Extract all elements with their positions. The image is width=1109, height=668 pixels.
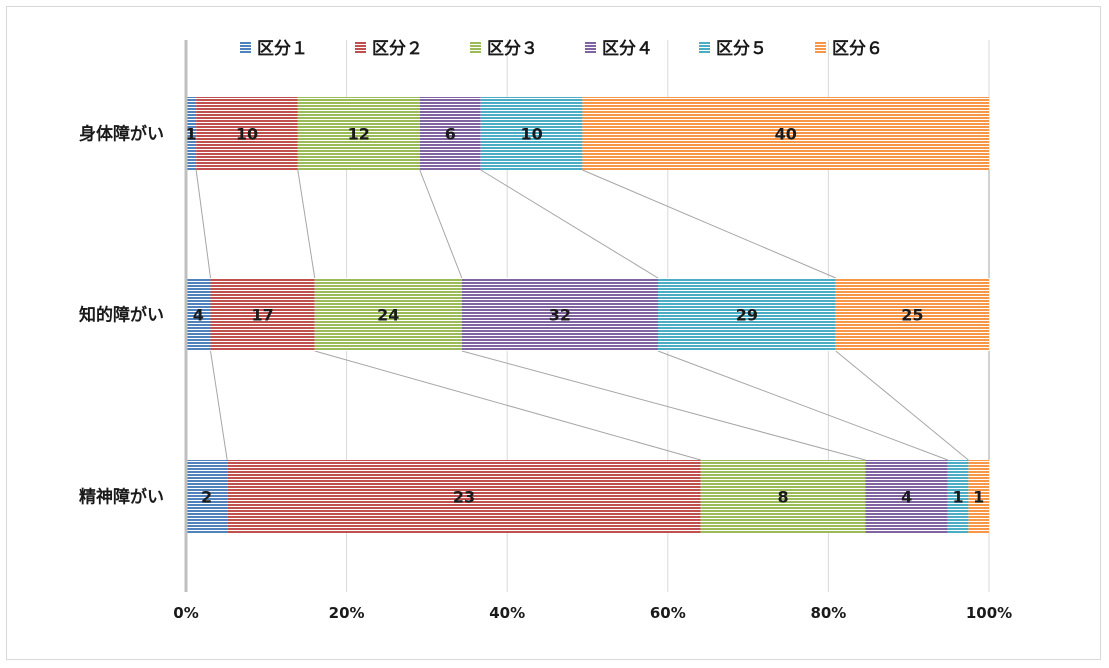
x-tick-label: 100% bbox=[966, 604, 1012, 622]
series-line bbox=[657, 350, 948, 461]
legend-label: 区分１ bbox=[257, 39, 308, 59]
bars bbox=[186, 97, 989, 533]
data-label: 1 bbox=[973, 488, 984, 507]
bar-segment bbox=[582, 97, 989, 170]
data-label: 24 bbox=[377, 306, 399, 325]
data-label: 1 bbox=[186, 125, 197, 144]
bar-segment bbox=[186, 97, 197, 170]
legend-label: 区分４ bbox=[602, 39, 653, 59]
legend-label: 区分６ bbox=[832, 39, 883, 59]
series-line bbox=[582, 169, 836, 279]
bar-segment bbox=[186, 460, 228, 533]
series-line bbox=[835, 350, 969, 461]
bar-segment bbox=[314, 278, 462, 351]
series-line bbox=[480, 169, 659, 279]
series-line bbox=[195, 169, 212, 279]
legend-swatch bbox=[240, 42, 251, 53]
bar-segment bbox=[657, 278, 836, 351]
bar-segment bbox=[227, 460, 701, 533]
legend-swatch bbox=[585, 42, 596, 53]
x-tick-label: 0% bbox=[173, 604, 198, 622]
bar-segment bbox=[835, 278, 989, 351]
series-line bbox=[314, 350, 701, 461]
bar-segment bbox=[419, 97, 481, 170]
legend: 区分１ 区分２ 区分３ 区分４ 区分５ 区分６ bbox=[240, 39, 883, 59]
legend-swatch bbox=[699, 42, 710, 53]
data-label: 32 bbox=[549, 306, 571, 325]
bar-segment bbox=[210, 278, 315, 351]
data-label: 8 bbox=[778, 488, 789, 507]
legend-label: 区分２ bbox=[372, 39, 423, 59]
category-label: 身体障がい bbox=[79, 124, 164, 145]
legend-swatch bbox=[355, 42, 366, 53]
data-label: 10 bbox=[520, 125, 542, 144]
data-label: 2 bbox=[201, 488, 212, 507]
category-label: 知的障がい bbox=[78, 305, 164, 326]
data-label: 40 bbox=[775, 125, 797, 144]
series-line bbox=[461, 350, 866, 461]
bar-segment bbox=[480, 97, 583, 170]
category-label: 精神障がい bbox=[79, 487, 164, 508]
bar-segment bbox=[700, 460, 866, 533]
data-label: 12 bbox=[348, 125, 370, 144]
legend-label: 区分３ bbox=[487, 39, 538, 59]
legend-swatch bbox=[815, 42, 826, 53]
data-label: 1 bbox=[953, 488, 964, 507]
x-tick-label: 60% bbox=[650, 604, 686, 622]
legend-swatch bbox=[470, 42, 481, 53]
data-label: 6 bbox=[445, 125, 456, 144]
data-label: 25 bbox=[901, 306, 923, 325]
bar-segment bbox=[947, 460, 969, 533]
data-label: 10 bbox=[236, 125, 258, 144]
series-line bbox=[297, 169, 316, 279]
series-line bbox=[210, 350, 228, 461]
x-tick-label: 40% bbox=[489, 604, 525, 622]
data-label: 17 bbox=[251, 306, 273, 325]
data-label: 4 bbox=[901, 488, 912, 507]
data-label: 4 bbox=[193, 306, 204, 325]
axes: 0% 20% 40% 60% 80% 100% bbox=[173, 40, 1012, 622]
bar-segment bbox=[461, 278, 658, 351]
data-label: 29 bbox=[736, 306, 758, 325]
x-tick-label: 20% bbox=[329, 604, 365, 622]
bar-segment bbox=[196, 97, 298, 170]
bar-segment bbox=[968, 460, 989, 533]
series-line bbox=[419, 169, 463, 279]
legend-label: 区分５ bbox=[716, 39, 767, 59]
data-label: 23 bbox=[453, 488, 475, 507]
bar-segment bbox=[297, 97, 420, 170]
bar-segment bbox=[865, 460, 948, 533]
bar-segment bbox=[186, 278, 211, 351]
x-tick-label: 80% bbox=[810, 604, 846, 622]
series-lines bbox=[195, 169, 990, 461]
